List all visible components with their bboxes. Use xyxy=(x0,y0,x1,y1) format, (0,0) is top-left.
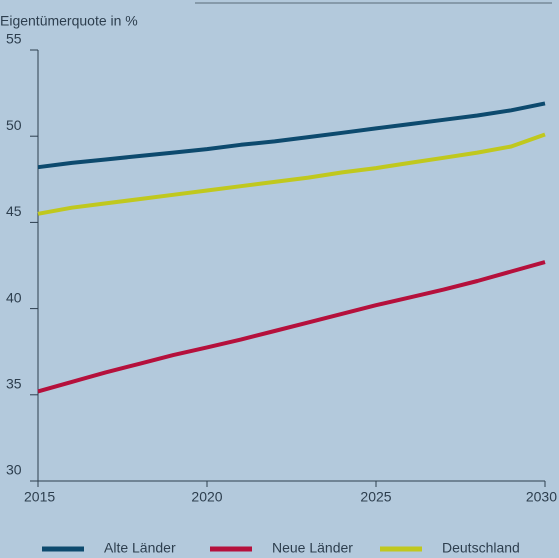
y-tick-label: 35 xyxy=(6,376,22,392)
legend-label: Alte Länder xyxy=(104,540,176,556)
y-tick-label: 50 xyxy=(6,117,22,133)
series-line xyxy=(37,132,546,216)
chart-title: Eigentümerquote in % xyxy=(0,13,138,29)
legend-label: Deutschland xyxy=(442,540,520,556)
y-tick-label: 45 xyxy=(6,203,22,219)
y-tick-label: 30 xyxy=(6,462,22,478)
x-tick-label: 2030 xyxy=(526,489,557,505)
x-tick-label: 2015 xyxy=(24,489,55,505)
y-tick-label: 40 xyxy=(6,289,22,305)
x-tick-label: 2025 xyxy=(360,489,391,505)
series-line xyxy=(37,101,546,170)
legend-label: Neue Länder xyxy=(272,540,353,556)
y-tick-label: 55 xyxy=(6,31,22,47)
series-line xyxy=(37,260,546,394)
x-tick-label: 2020 xyxy=(191,489,222,505)
